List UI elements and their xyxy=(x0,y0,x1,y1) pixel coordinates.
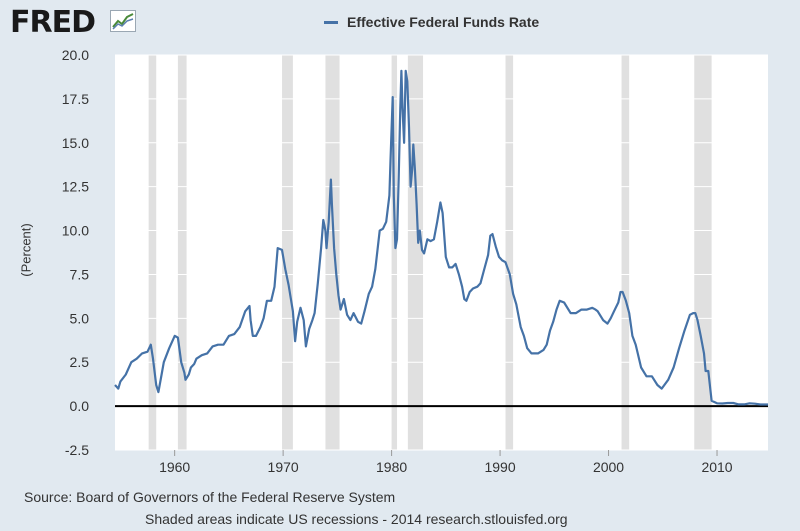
y-tick-label: -2.5 xyxy=(65,442,89,458)
y-tick-label: 5.0 xyxy=(70,310,90,326)
y-tick-label: 20.0 xyxy=(62,47,89,63)
chart-legend: Effective Federal Funds Rate xyxy=(324,14,539,30)
recession-band-0 xyxy=(148,55,157,450)
series-group xyxy=(114,69,768,406)
y-tick-labels: -2.5 0.0 2.5 5.0 7.5 10.0 12.5 15.0 17.5 20.0 xyxy=(62,47,89,458)
recession-note: Shaded areas indicate US recessions - 20… xyxy=(145,511,568,527)
recession-band-3 xyxy=(325,55,340,450)
y-tick-label: 2.5 xyxy=(70,354,90,370)
x-tick-labels: 1960 1970 1980 1990 2000 2010 xyxy=(159,450,733,475)
fred-logo: FRED xyxy=(10,5,96,40)
series-line-0 xyxy=(114,69,768,406)
plot-area xyxy=(115,55,768,450)
recession-bands xyxy=(148,55,712,450)
x-tick-label: 1980 xyxy=(376,459,407,475)
source-text: Source: Board of Governors of the Federa… xyxy=(24,489,396,505)
recession-band-2 xyxy=(282,55,293,450)
x-tick-label: 2000 xyxy=(593,459,624,475)
legend-label: Effective Federal Funds Rate xyxy=(347,14,540,30)
recession-band-1 xyxy=(177,55,187,450)
recession-band-5 xyxy=(407,55,424,450)
recession-band-8 xyxy=(694,55,712,450)
recession-band-7 xyxy=(621,55,630,450)
recession-band-6 xyxy=(505,55,514,450)
x-tick-label: 1970 xyxy=(268,459,299,475)
y-tick-label: 12.5 xyxy=(62,179,89,195)
grid-lines xyxy=(115,54,768,451)
y-tick-label: 17.5 xyxy=(62,91,89,107)
y-tick-label: 10.0 xyxy=(62,223,89,239)
x-tick-label: 2010 xyxy=(701,459,732,475)
line-graph-icon xyxy=(110,10,136,32)
y-tick-label: 7.5 xyxy=(70,266,90,282)
y-tick-label: 0.0 xyxy=(70,398,90,414)
y-tick-label: 15.0 xyxy=(62,135,89,151)
x-tick-label: 1960 xyxy=(159,459,190,475)
recession-band-4 xyxy=(391,55,398,450)
legend-swatch xyxy=(324,20,338,24)
x-tick-label: 1990 xyxy=(484,459,515,475)
